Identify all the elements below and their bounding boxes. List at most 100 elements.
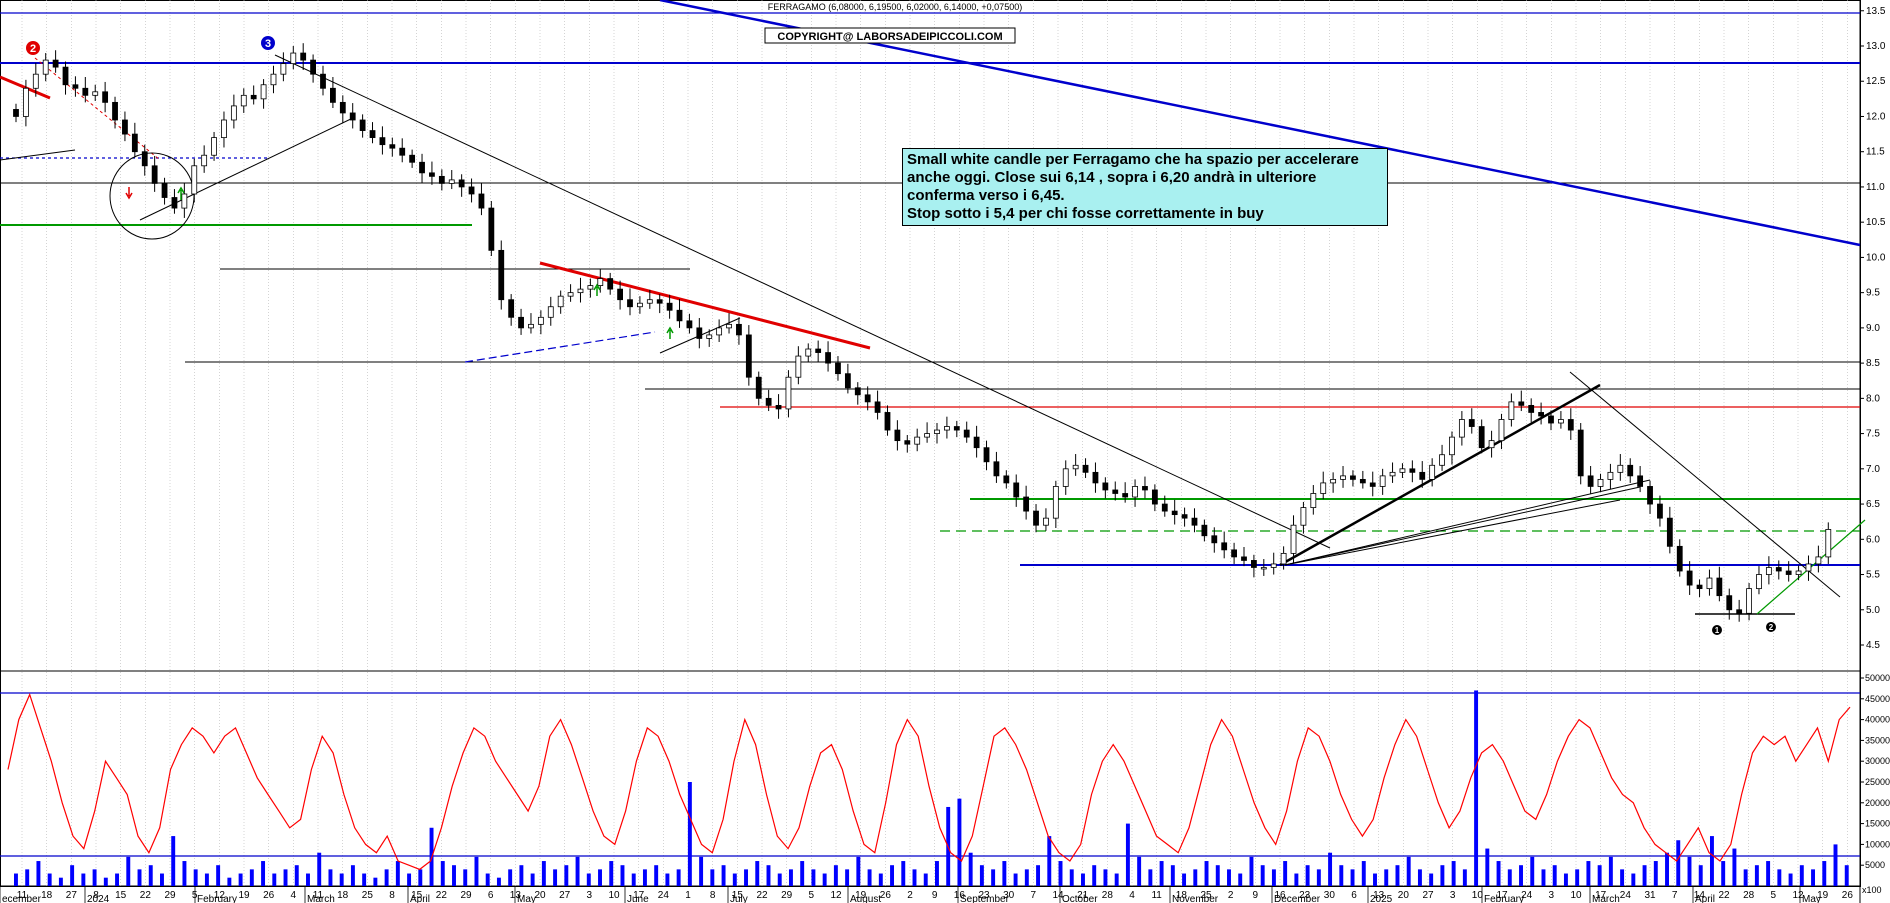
candle-body [191,165,198,195]
volume-bar [766,865,771,886]
candle-body [1310,493,1317,508]
candle-body [1805,563,1812,572]
volume-bar [70,865,75,886]
candle-body [1112,489,1119,494]
date-tick-label: 21 [1077,890,1089,901]
candle-body [1607,471,1614,480]
candle-body [379,137,386,146]
volume-bar [1732,848,1737,886]
candle-body [1567,419,1574,431]
candle-body [389,144,396,149]
candle-body [300,52,307,61]
price-tick-label: 8.0 [1866,393,1880,404]
price-tick-label: 12.0 [1866,111,1886,122]
candle-body [1439,454,1445,466]
red-resistance-line-may [539,261,871,350]
volume-bar [306,873,310,886]
volume-bar [1036,865,1041,886]
volume-bar [171,836,176,886]
note-line-1: Small white candle per Ferragamo che ha … [907,151,1359,168]
volume-bar [856,856,861,886]
price-tick-label: 10.0 [1866,252,1886,263]
red-dashed-line [34,57,161,161]
candle-body [1548,415,1554,424]
candle-body [102,91,109,103]
candle-body [894,429,901,442]
candle-body [686,320,693,329]
candle-body [1647,486,1653,505]
candle-body [1666,517,1673,547]
volume-bar [1541,869,1546,886]
date-tick-label: 19 [1817,890,1829,901]
candle-body [835,362,841,375]
volume-bar [878,873,883,886]
volume-bar [1743,869,1748,886]
volume-bar [452,865,456,886]
volume-bar [1799,865,1804,886]
volume-bar [317,852,322,886]
candlesticks [13,43,1832,622]
date-tick-label: 29 [164,890,176,901]
volume-bar [328,869,333,886]
volume-bar [1507,869,1512,886]
candle-body [567,292,574,297]
candle-body [131,133,138,153]
volume-bar [699,856,704,886]
date-tick-label: 15 [411,890,423,901]
copyright-box [764,27,1016,44]
date-tick-label: 10 [1472,890,1484,901]
candle-body [290,52,297,65]
volume-bar [1631,873,1636,886]
volume-bar [36,861,41,886]
volume-bar [1125,823,1130,886]
volume-bar [1552,865,1557,886]
date-tick-label: 27 [559,890,571,901]
candle-body [983,447,990,463]
candle-body [1488,440,1495,449]
candle-body [1013,482,1020,498]
volume-bar [1811,869,1816,886]
candle-body [1785,570,1792,575]
volume-bar [845,869,850,886]
candle-body [1359,478,1366,484]
date-tick-label: 8 [93,890,99,901]
volume-bar [508,869,513,886]
candle-body [676,309,683,322]
volume-bar [418,869,423,886]
date-tick-label: 3 [1450,890,1456,901]
wave-markers: 2 3 1 2 [26,36,1776,635]
black-early-support-line [0,149,76,161]
candle-body [488,207,495,251]
black-downtrend-line-2025 [1569,371,1841,598]
candle-body [1221,542,1228,551]
candle-body [1558,419,1564,424]
date-tick-label: 12 [1792,890,1804,901]
date-tick-label: 13 [510,890,522,901]
candle-body [1429,464,1436,480]
volume-bar [115,873,120,886]
volume-bar [1485,848,1490,886]
candle-body [181,193,188,209]
date-tick-label: 17 [633,890,645,901]
volume-bar [1249,856,1254,886]
price-tick-label: 8.5 [1866,358,1880,369]
candle-body [557,295,564,308]
candle-body [260,84,267,100]
copyright-text: COPYRIGHT@ LABORSADEIPICCOLI.COM [777,31,1002,43]
volume-bar [339,873,344,886]
volume-bar [1642,865,1647,886]
candle-body [528,323,534,329]
candle-body [1161,503,1168,512]
candle-body [745,334,752,378]
volume-bar [654,865,659,886]
date-tick-label: 3 [587,890,593,901]
candle-body [221,119,227,139]
candle-body [1052,486,1059,519]
volume-bar [204,873,209,886]
candle-body [419,161,425,174]
candle-body [13,109,19,117]
candle-body [1538,412,1544,417]
candle-body [874,401,881,413]
month-label: April [410,894,430,903]
volume-bar [991,869,996,886]
